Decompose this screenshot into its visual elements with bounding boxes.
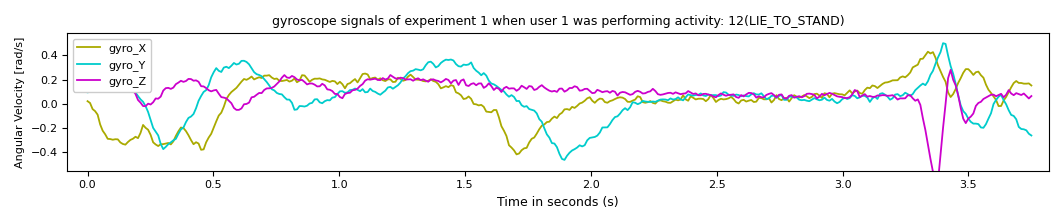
X-axis label: Time in seconds (s): Time in seconds (s) (497, 196, 619, 209)
Y-axis label: Angular Velocity [rad/s]: Angular Velocity [rad/s] (15, 36, 24, 168)
gyro_Y (936, 42, 949, 45)
gyro_Y (1025, 134, 1037, 137)
gyro_Y (993, 95, 1005, 98)
Line: gyro_Y: gyro_Y (87, 43, 1031, 160)
gyro_Y (553, 153, 566, 155)
gyro_Z (553, 87, 566, 90)
gyro_Z (404, 78, 417, 81)
gyro_Z (647, 88, 660, 90)
gyro_Z (944, 69, 957, 71)
gyro_Z (929, 185, 942, 187)
gyro_X (921, 50, 934, 53)
gyro_X (81, 100, 94, 103)
gyro_Z (81, 90, 94, 93)
gyro_Y (404, 70, 417, 73)
gyro_X (384, 78, 397, 81)
gyro_Y (81, 91, 94, 94)
gyro_X (649, 102, 662, 105)
Legend: gyro_X, gyro_Y, gyro_Z: gyro_X, gyro_Y, gyro_Z (73, 39, 151, 92)
gyro_X (1025, 84, 1037, 87)
Line: gyro_X: gyro_X (87, 52, 1031, 154)
gyro_X (313, 77, 326, 80)
Line: gyro_Z: gyro_Z (87, 70, 1031, 186)
gyro_Z (313, 85, 326, 88)
gyro_X (993, 105, 1005, 108)
gyro_Y (649, 101, 662, 103)
gyro_X (510, 153, 522, 156)
gyro_X (404, 73, 417, 76)
gyro_Z (1025, 95, 1037, 97)
gyro_Y (384, 86, 397, 88)
gyro_X (555, 111, 568, 114)
gyro_Z (993, 94, 1005, 96)
Title: gyroscope signals of experiment 1 when user 1 was performing activity: 12(LIE_TO: gyroscope signals of experiment 1 when u… (272, 15, 845, 28)
gyro_Y (559, 159, 571, 161)
gyro_Z (384, 74, 397, 76)
gyro_Y (313, 101, 326, 104)
